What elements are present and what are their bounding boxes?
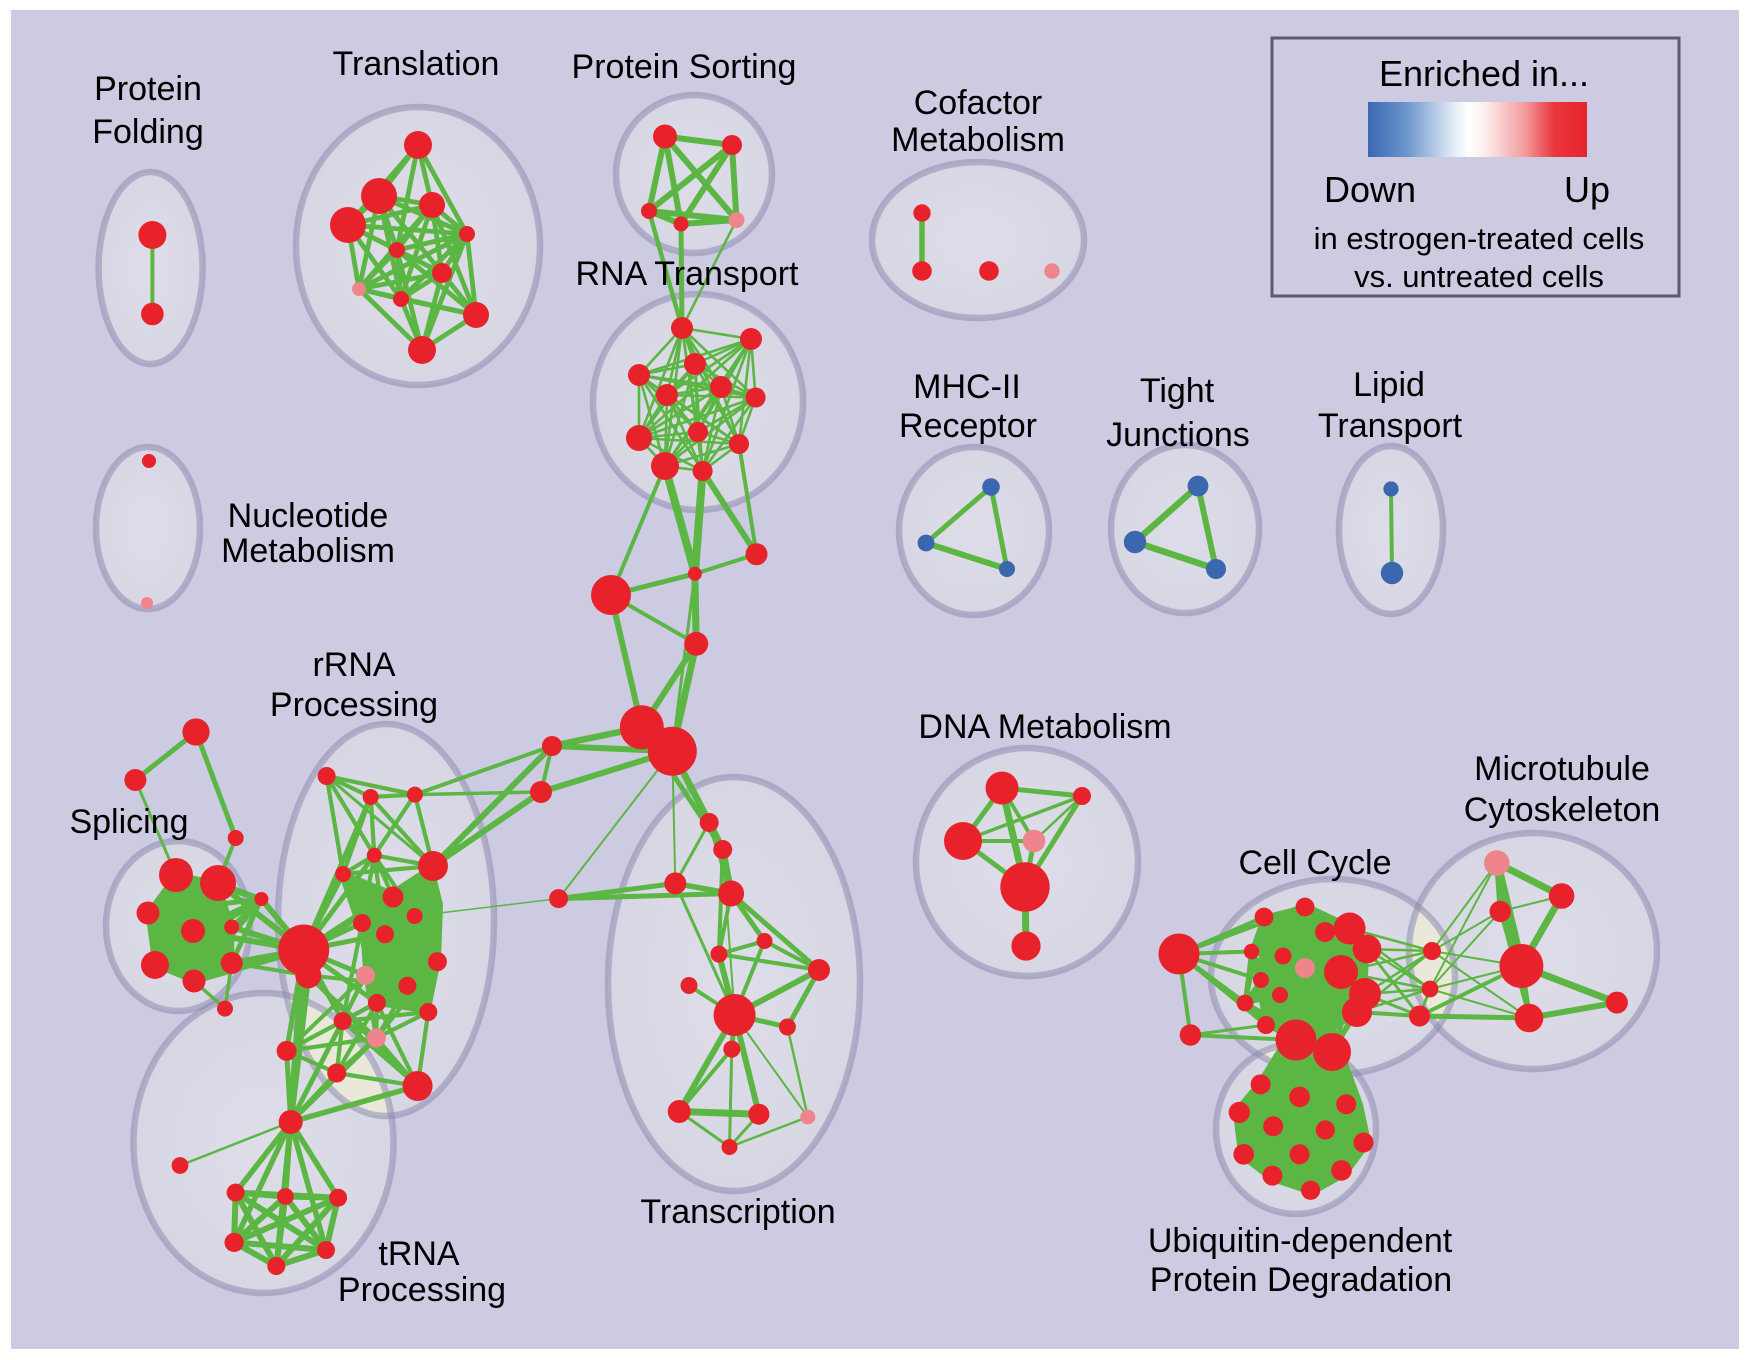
- svg-text:in estrogen-treated cells: in estrogen-treated cells: [1314, 221, 1645, 256]
- svg-text:Metabolism: Metabolism: [891, 121, 1065, 159]
- svg-text:MHC-II: MHC-II: [913, 368, 1021, 406]
- svg-text:Ubiquitin-dependent: Ubiquitin-dependent: [1148, 1222, 1453, 1260]
- svg-text:vs. untreated cells: vs. untreated cells: [1354, 259, 1604, 294]
- svg-text:Transport: Transport: [1318, 407, 1463, 445]
- svg-text:Lipid: Lipid: [1353, 366, 1425, 404]
- svg-text:Nucleotide: Nucleotide: [228, 497, 389, 535]
- svg-text:Up: Up: [1564, 169, 1610, 210]
- svg-text:Microtubule: Microtubule: [1474, 750, 1650, 788]
- svg-text:Protein Sorting: Protein Sorting: [572, 48, 797, 86]
- svg-text:Down: Down: [1324, 169, 1416, 210]
- svg-text:Cytoskeleton: Cytoskeleton: [1464, 791, 1661, 829]
- svg-text:Processing: Processing: [338, 1271, 506, 1309]
- svg-text:Protein: Protein: [94, 70, 202, 108]
- svg-text:rRNA: rRNA: [312, 646, 395, 684]
- svg-text:RNA Transport: RNA Transport: [576, 255, 800, 293]
- svg-text:Protein Degradation: Protein Degradation: [1150, 1261, 1452, 1299]
- svg-text:Processing: Processing: [270, 686, 438, 724]
- svg-text:Tight: Tight: [1140, 372, 1215, 410]
- svg-text:Cell Cycle: Cell Cycle: [1238, 844, 1391, 882]
- svg-text:Splicing: Splicing: [69, 803, 188, 841]
- svg-text:Translation: Translation: [333, 45, 500, 83]
- svg-text:Enriched in...: Enriched in...: [1379, 53, 1589, 94]
- svg-text:Transcription: Transcription: [640, 1193, 835, 1231]
- svg-text:Metabolism: Metabolism: [221, 532, 395, 570]
- svg-text:Receptor: Receptor: [899, 407, 1037, 445]
- svg-text:Cofactor: Cofactor: [914, 84, 1043, 122]
- svg-text:Folding: Folding: [92, 113, 204, 151]
- svg-text:Junctions: Junctions: [1106, 416, 1250, 454]
- svg-text:tRNA: tRNA: [378, 1235, 460, 1273]
- svg-text:DNA Metabolism: DNA Metabolism: [918, 708, 1171, 746]
